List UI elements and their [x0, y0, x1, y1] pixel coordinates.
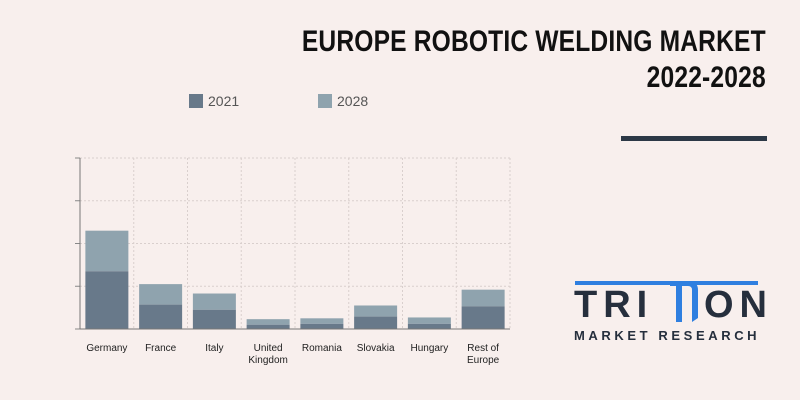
chart-title-line1: EUROPE ROBOTIC WELDING MARKET	[302, 25, 766, 58]
bar-2021-italy	[192, 309, 236, 329]
bar-2028-hungary	[407, 317, 451, 324]
chart-title: EUROPE ROBOTIC WELDING MARKET 2022-2028	[302, 24, 766, 96]
bar-2021-hungary	[407, 323, 451, 329]
bar-2021-germany	[85, 271, 129, 329]
legend-swatch-2028	[318, 94, 332, 108]
bar-2028-united-kingdom	[246, 319, 290, 325]
x-tick-label-6: Hungary	[410, 343, 448, 354]
legend-item-2028: 2028	[318, 93, 368, 109]
bar-2021-rest-of-europe	[461, 306, 505, 329]
x-tick-label-line: Kingdom	[248, 355, 287, 366]
logo-text-left: TRI	[574, 284, 654, 326]
x-tick-label-0: Germany	[86, 343, 127, 354]
legend-swatch-2021	[189, 94, 203, 108]
bar-2028-germany	[85, 230, 129, 272]
bar-chart: Germany France Italy United Kingdom Romania Sl…	[75, 157, 511, 366]
x-tick-label-1: France	[145, 343, 177, 354]
bar-2028-slovakia	[354, 305, 398, 317]
triton-logo: TRI ON MARKET RESEARCH	[570, 278, 770, 348]
logo-graphic	[575, 281, 758, 322]
chart-title-line2: 2022-2028	[646, 61, 766, 94]
bar-2021-united-kingdom	[246, 324, 290, 329]
legend-label-2028: 2028	[337, 93, 369, 109]
x-tick-label-2: Italy	[205, 343, 223, 354]
legend-label-2021: 2021	[208, 93, 240, 109]
logo-subtitle: MARKET RESEARCH	[574, 328, 761, 343]
x-tick-label-5: Slovakia	[357, 343, 395, 354]
bar-2021-france	[139, 304, 183, 329]
x-tick-label-line: France	[145, 343, 177, 354]
title-underline	[621, 136, 767, 141]
x-tick-label-line: Europe	[467, 355, 500, 366]
x-tick-label-line: Slovakia	[357, 343, 395, 354]
x-tick-label-7: Rest of Europe	[467, 343, 500, 366]
x-tick-label-line: United	[254, 343, 283, 354]
x-tick-label-line: Italy	[205, 343, 223, 354]
x-tick-label-line: Romania	[302, 343, 342, 354]
bar-2028-france	[139, 284, 183, 305]
x-tick-label-4: Romania	[302, 343, 342, 354]
bar-2028-rest-of-europe	[461, 289, 505, 307]
bar-2028-romania	[300, 318, 344, 324]
logo-text-right: ON	[704, 284, 773, 326]
bar-2021-slovakia	[354, 316, 398, 329]
legend-item-2021: 2021	[189, 93, 239, 109]
x-tick-label-3: United Kingdom	[248, 343, 287, 366]
x-tick-label-line: Germany	[86, 343, 127, 354]
x-tick-label-line: Rest of	[467, 343, 499, 354]
bar-2021-romania	[300, 323, 344, 329]
bar-2028-italy	[192, 293, 236, 310]
x-tick-label-line: Hungary	[410, 343, 448, 354]
